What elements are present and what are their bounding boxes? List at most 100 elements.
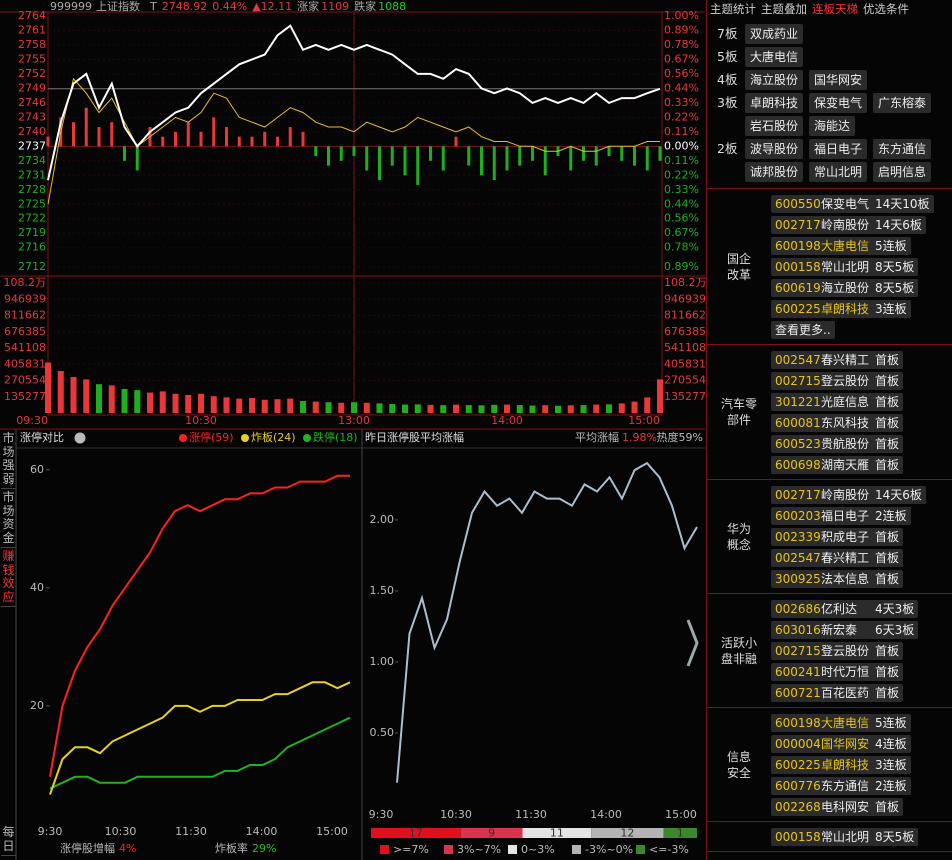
side-tab[interactable]: 市场强弱	[1, 431, 16, 489]
stock-row[interactable]: 002717 岭南股份 14天6板	[771, 215, 926, 234]
volume-bar	[631, 401, 638, 413]
stock-tag: 首板	[875, 352, 900, 367]
distribution-count: 9	[488, 827, 495, 840]
avg-label: 平均涨幅	[575, 431, 619, 444]
stock-row[interactable]: 000004 国华网安 4连板	[771, 734, 911, 753]
stock-chip[interactable]: 岩石股份	[745, 116, 804, 136]
stock-name: 卓朗科技	[821, 301, 870, 316]
x-tick-label: 15:00	[316, 825, 348, 838]
stock-tag: 8天5板	[875, 280, 915, 295]
stock-tag: 6天3板	[875, 622, 915, 637]
strength-bar	[429, 146, 432, 161]
pct-tick-label: 0.89%	[664, 260, 699, 273]
stock-row[interactable]: 300925 法本信息 首板	[771, 569, 904, 588]
y-tick-label: 60	[30, 463, 44, 476]
stock-name: 常山北明	[821, 259, 870, 274]
next-arrow[interactable]	[686, 619, 699, 667]
vol-tick-label: 541108	[4, 341, 46, 354]
stock-chip[interactable]: 东方通信	[873, 139, 932, 159]
pct-tick-label: 0.56%	[664, 67, 699, 80]
stock-row[interactable]: 002547 春兴精工 首板	[771, 350, 904, 369]
stock-chip[interactable]: 海立股份	[745, 70, 804, 90]
y-tick-label: 2712	[18, 260, 46, 273]
strength-bar	[225, 127, 228, 147]
stock-tag: 首板	[875, 571, 900, 586]
volume-bar	[580, 405, 587, 413]
tab[interactable]: 连板天梯	[812, 2, 858, 16]
stock-chip[interactable]: 大唐电信	[745, 47, 804, 67]
side-tab[interactable]: 赚钱效应	[1, 549, 16, 607]
strength-bar	[263, 131, 267, 147]
stock-tag: 3连板	[875, 757, 907, 772]
header-down: 1088	[378, 0, 406, 13]
stock-code: 600198	[775, 238, 821, 253]
vol-tick-label: 108.2万	[4, 276, 47, 289]
vol-tick-label: 811662	[664, 309, 706, 322]
stock-chip[interactable]: 启明信息	[873, 162, 932, 182]
stock-row[interactable]: 600225 卓朗科技 3连板	[771, 299, 911, 318]
stock-chip[interactable]: 福日电子	[809, 139, 868, 159]
stock-chip[interactable]: 广东榕泰	[873, 93, 932, 113]
stock-tag: 4连板	[875, 736, 907, 751]
strength-bar	[441, 146, 445, 171]
ladder-stocks: 卓朗科技 保变电气 广东榕泰岩石股份 海能达	[745, 93, 945, 136]
stock-row[interactable]: 600550 保变电气 14天10板	[771, 194, 934, 213]
distribution-segment	[371, 828, 461, 838]
header: 999999 上证指数 T 2748.92 0.44% ▲12.11 涨家 1109 跌家 108…	[50, 0, 406, 13]
avg-gain-line	[396, 461, 698, 783]
stock-chip[interactable]: 双成药业	[745, 24, 804, 44]
stock-chip[interactable]: 保变电气	[809, 93, 868, 113]
strength-bar	[467, 146, 471, 166]
stock-chip[interactable]: 卓朗科技	[745, 93, 804, 113]
stock-row[interactable]: 600198 大唐电信 5连板	[771, 236, 911, 255]
strength-bar	[84, 107, 88, 147]
stock-row[interactable]: 600523 贵航股份 首板	[771, 434, 904, 453]
stock-row[interactable]: 002717 岭南股份 14天6板	[771, 485, 926, 504]
header-down-label: 跌家	[354, 0, 376, 13]
legend-dot	[303, 434, 311, 442]
volume-bar	[453, 404, 459, 413]
stock-row[interactable]: 603016 新宏泰 6天3板	[771, 620, 919, 639]
header-change: ▲12.11	[252, 0, 292, 13]
volume-bar	[45, 362, 51, 413]
stock-row[interactable]: 000158 常山北明 8天5板	[771, 827, 919, 846]
stock-chip[interactable]: 常山北明	[809, 162, 868, 182]
stock-row[interactable]: 600241 时代万恒 首板	[771, 662, 904, 681]
side-tab[interactable]: 每日	[1, 825, 16, 856]
stock-row[interactable]: 600198 大唐电信 5连板	[771, 713, 911, 732]
stock-row[interactable]: 000158 常山北明 8天5板	[771, 257, 919, 276]
stock-row[interactable]: 600721 百花医药 首板	[771, 683, 904, 702]
stock-row[interactable]: 600698 湖南天雁 首板	[771, 455, 904, 474]
stock-row[interactable]: 002339 积成电子 首板	[771, 527, 904, 546]
stock-code: 002717	[775, 217, 821, 232]
pct-tick-label: 0.22%	[664, 168, 699, 181]
stock-chip[interactable]: 波导股份	[745, 139, 804, 159]
stock-row[interactable]: 002268 电科网安 首板	[771, 797, 904, 816]
stock-row[interactable]: 002547 春兴精工 首板	[771, 548, 904, 567]
stock-row[interactable]: 002715 登云股份 首板	[771, 371, 904, 390]
theme-label: 活跃小盘非融	[721, 635, 758, 666]
stock-chip[interactable]: 国华网安	[809, 70, 868, 90]
side-tab[interactable]: 市场资金	[1, 490, 16, 548]
stock-row[interactable]: 600776 东方通信 2连板	[771, 776, 911, 795]
stock-name: 百花医药	[821, 685, 870, 700]
stock-row[interactable]: 600081 东风科技 首板	[771, 413, 904, 432]
theme: 000158 常山北明 8天5板	[707, 822, 952, 852]
tab[interactable]: 优选条件	[863, 2, 909, 16]
y-tick-label: 2731	[18, 168, 46, 181]
strength-bar	[416, 146, 420, 185]
theme-label: 汽车零部件	[721, 397, 758, 427]
tab-bar: 主题统计 主题叠加 连板天梯 优选条件	[707, 0, 952, 18]
stock-row[interactable]: 600619 海立股份 8天5板	[771, 278, 919, 297]
stock-row[interactable]: 002715 登云股份 首板	[771, 641, 904, 660]
stock-row[interactable]: 002686 亿利达 4天3板	[771, 599, 919, 618]
stock-row[interactable]: 301221 光庭信息 首板	[771, 392, 904, 411]
tab[interactable]: 主题叠加	[761, 2, 807, 16]
stock-row[interactable]: 600225 卓朗科技 3连板	[771, 755, 911, 774]
strength-bar	[301, 131, 305, 147]
stock-chip[interactable]: 海能达	[809, 116, 856, 136]
view-more[interactable]: 查看更多..	[771, 320, 835, 339]
tab[interactable]: 主题统计	[710, 2, 756, 16]
stock-chip[interactable]: 诚邦股份	[745, 162, 804, 182]
stock-row[interactable]: 600203 福日电子 2连板	[771, 506, 911, 525]
